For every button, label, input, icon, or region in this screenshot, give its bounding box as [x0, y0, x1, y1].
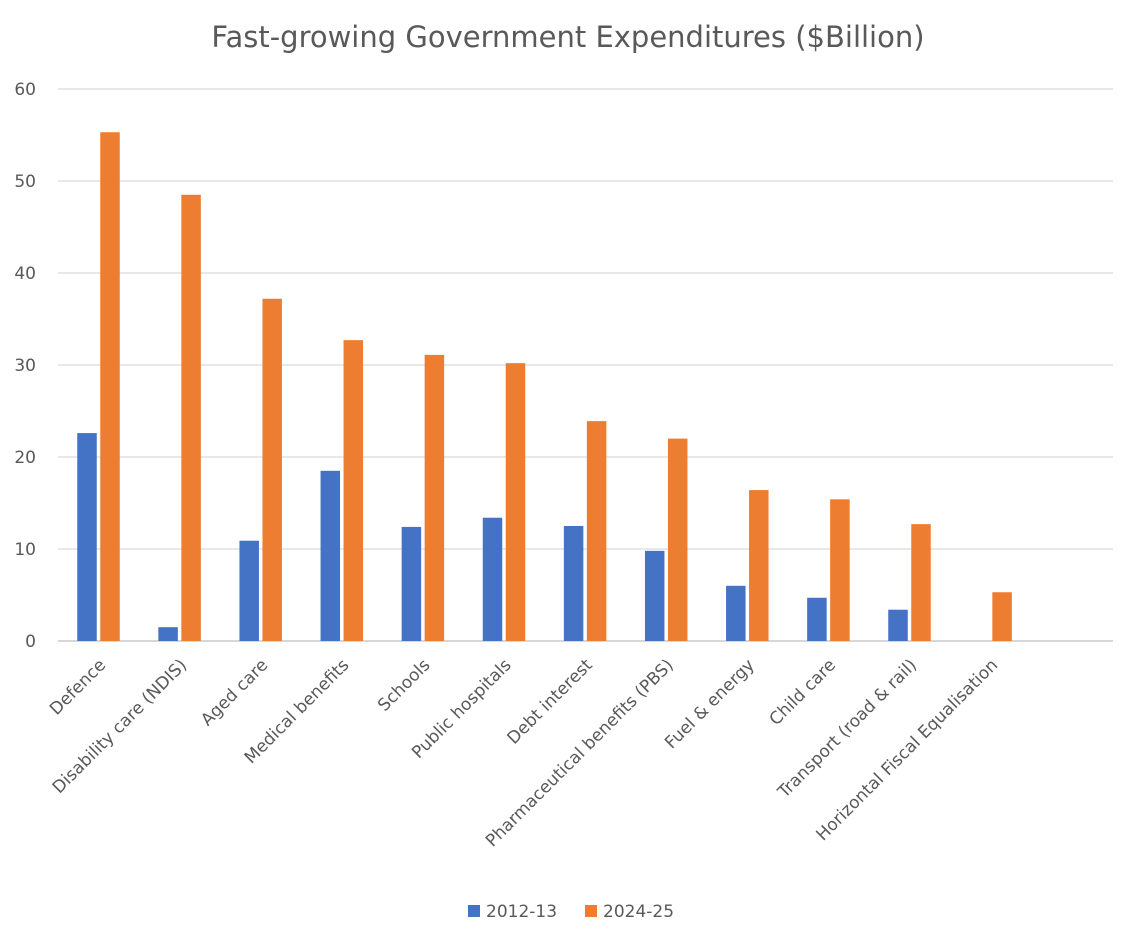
bar-2012-13-8 — [726, 585, 746, 641]
bar-2012-13-4 — [401, 526, 422, 641]
bar-2012-13-10 — [888, 609, 908, 641]
x-category-label: Child care — [766, 655, 840, 729]
bar-2024-25-8 — [749, 490, 769, 641]
bar-2024-25-4 — [424, 354, 445, 641]
bar-2012-13-6 — [563, 526, 584, 641]
legend-label: 2012-13 — [486, 902, 557, 922]
legend-label: 2024-25 — [603, 902, 674, 922]
bar-2012-13-3 — [320, 470, 341, 641]
x-category-label: Transport (road & rail) — [774, 655, 921, 802]
legend: 2012-13 2024-25 — [468, 902, 674, 922]
y-tick-label: 60 — [14, 80, 36, 100]
bar-2024-25-1 — [181, 194, 201, 642]
bar-2024-25-2 — [262, 298, 282, 641]
bar-2012-13-5 — [482, 517, 503, 641]
bar-2024-25-11 — [992, 592, 1012, 641]
bar-2024-25-7 — [667, 438, 688, 641]
x-category-label: Disability care (NDIS) — [49, 655, 191, 797]
chart-title: Fast-growing Government Expenditures ($B… — [211, 20, 924, 54]
legend-swatch — [585, 905, 597, 917]
y-tick-label: 10 — [14, 540, 36, 560]
x-category-label: Debt interest — [504, 655, 597, 748]
bar-2012-13-0 — [77, 433, 97, 641]
x-category-label: Schools — [374, 655, 434, 715]
legend-swatch — [468, 905, 480, 917]
bar-2024-25-9 — [830, 499, 850, 641]
bar-2024-25-3 — [343, 340, 364, 641]
x-category-label: Defence — [46, 655, 110, 719]
y-axis-ticks: 0 10 20 30 40 50 60 — [14, 80, 36, 652]
bar-2012-13-1 — [158, 627, 178, 641]
y-tick-label: 40 — [14, 264, 36, 284]
x-category-label: Horizontal Fiscal Equalisation — [812, 655, 1002, 845]
bar-2024-25-5 — [505, 363, 526, 641]
bar-2024-25-0 — [100, 132, 120, 642]
y-tick-label: 20 — [14, 448, 36, 468]
y-tick-label: 0 — [25, 632, 36, 652]
bar-2012-13-7 — [644, 550, 665, 641]
bar-2012-13-2 — [239, 540, 259, 641]
x-category-label: Aged care — [197, 655, 272, 730]
y-tick-label: 50 — [14, 172, 36, 192]
bar-2024-25-6 — [586, 421, 607, 641]
bar-2012-13-9 — [807, 597, 827, 641]
bar-2024-25-10 — [911, 524, 931, 641]
bars — [77, 132, 1012, 642]
y-tick-label: 30 — [14, 356, 36, 376]
gridlines — [58, 88, 1113, 642]
